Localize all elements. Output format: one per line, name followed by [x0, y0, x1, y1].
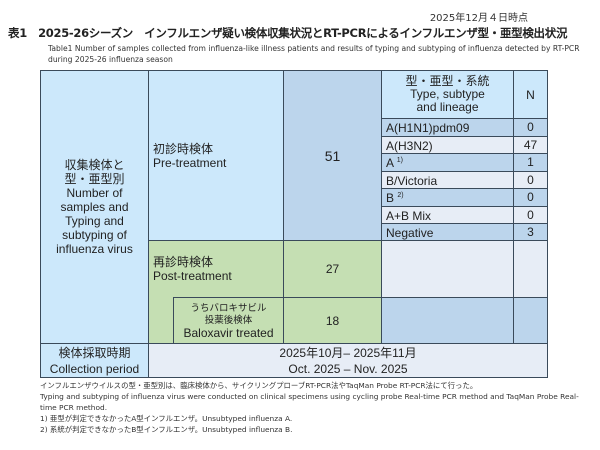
post-empty-type — [381, 240, 514, 298]
period-value-jp: 2025年10月– 2025年11月 — [279, 345, 417, 360]
post-treatment-count: 27 — [283, 240, 382, 298]
balox-jp1: うちバロキサビル — [190, 302, 267, 314]
type-label: A(H3N2) — [386, 138, 433, 153]
page-title: 表1 2025-26シーズン インフルエンザ疑い検体収集状況とRT-PCRによる… — [8, 26, 568, 40]
balox-empty-type — [381, 297, 514, 344]
post-en: Post-treatment — [153, 269, 232, 283]
row-header-jp: 収集検体と 型・亜型別 — [64, 158, 125, 186]
type-row-count: 0 — [513, 188, 548, 207]
type-label: Negative — [386, 226, 434, 241]
footnotes: インフルエンザウイルスの型・亜型別は、臨床検体から、サイクリングプローブRT-P… — [40, 380, 590, 435]
post-jp: 再診時検体 — [153, 255, 214, 269]
type-row-label: A 1) — [381, 153, 514, 172]
note-1: 1) 亜型が判定できなかったA型インフルエンザ。Unsubtyped influ… — [40, 414, 293, 423]
row-header-en: Number of samples and Typing and subtypi… — [56, 186, 133, 256]
baloxavir-label: うちバロキサビル 投薬後検体 Baloxavir treated — [173, 297, 284, 344]
post-empty-n — [513, 240, 548, 298]
type-header-jp: 型・亜型・系統 — [405, 74, 490, 88]
balox-en: Baloxavir treated — [183, 325, 274, 340]
row-header: 収集検体と 型・亜型別 Number of samples and Typing… — [40, 70, 149, 344]
type-label: A — [386, 156, 394, 171]
type-row-count: 0 — [513, 170, 548, 189]
n-header: N — [513, 70, 548, 119]
type-row-label: A(H3N2) — [381, 135, 514, 154]
footnote-marker: 2) — [397, 192, 404, 200]
type-row-count: 0 — [513, 205, 548, 224]
note-method-jp: インフルエンザウイルスの型・亜型別は、臨床検体から、サイクリングプローブRT-P… — [40, 381, 478, 390]
type-row-label: Negative — [381, 223, 514, 242]
baloxavir-count: 18 — [283, 297, 382, 344]
note-method-en: Typing and subtyping of influenza virus … — [40, 392, 579, 412]
collection-period-value: 2025年10月– 2025年11月 Oct. 2025 – Nov. 2025 — [148, 343, 548, 378]
type-label: B — [386, 191, 395, 206]
pre-treatment-count: 51 — [283, 70, 382, 241]
type-row-label: A+B Mix — [381, 205, 514, 224]
table-subtitle: Table1 Number of samples collected from … — [48, 44, 580, 64]
type-label: B/Victoria — [386, 173, 438, 188]
balox-empty-n — [513, 297, 548, 344]
type-row-count: 47 — [513, 135, 548, 154]
type-row-count: 0 — [513, 118, 548, 137]
type-row-count: 1 — [513, 153, 548, 172]
type-header-en: Type, subtype and lineage — [410, 87, 485, 114]
as-of-date: 2025年12月４日時点 — [429, 13, 528, 24]
period-jp: 検体採取時期 — [58, 345, 131, 360]
type-row-count: 3 — [513, 223, 548, 242]
balox-jp2: 投薬後検体 — [204, 314, 253, 326]
collection-period-label: 検体採取時期 Collection period — [40, 343, 149, 378]
type-label: A+B Mix — [386, 208, 432, 223]
period-value-en: Oct. 2025 – Nov. 2025 — [288, 361, 408, 376]
pre-jp: 初診時検体 — [153, 141, 214, 156]
note-2: 2) 系統が判定できなかったB型インフルエンザ。Unsubtyped influ… — [40, 425, 293, 434]
type-header: 型・亜型・系統 Type, subtype and lineage — [381, 70, 514, 119]
type-row-label: A(H1N1)pdm09 — [381, 118, 514, 137]
pre-treatment-label: 初診時検体 Pre-treatment — [148, 70, 284, 241]
type-row-label: B/Victoria — [381, 170, 514, 189]
footnote-marker: 1) — [396, 157, 403, 165]
type-label: A(H1N1)pdm09 — [386, 121, 470, 136]
period-en: Collection period — [49, 361, 140, 376]
pre-en: Pre-treatment — [153, 155, 227, 170]
type-row-label: B 2) — [381, 188, 514, 207]
